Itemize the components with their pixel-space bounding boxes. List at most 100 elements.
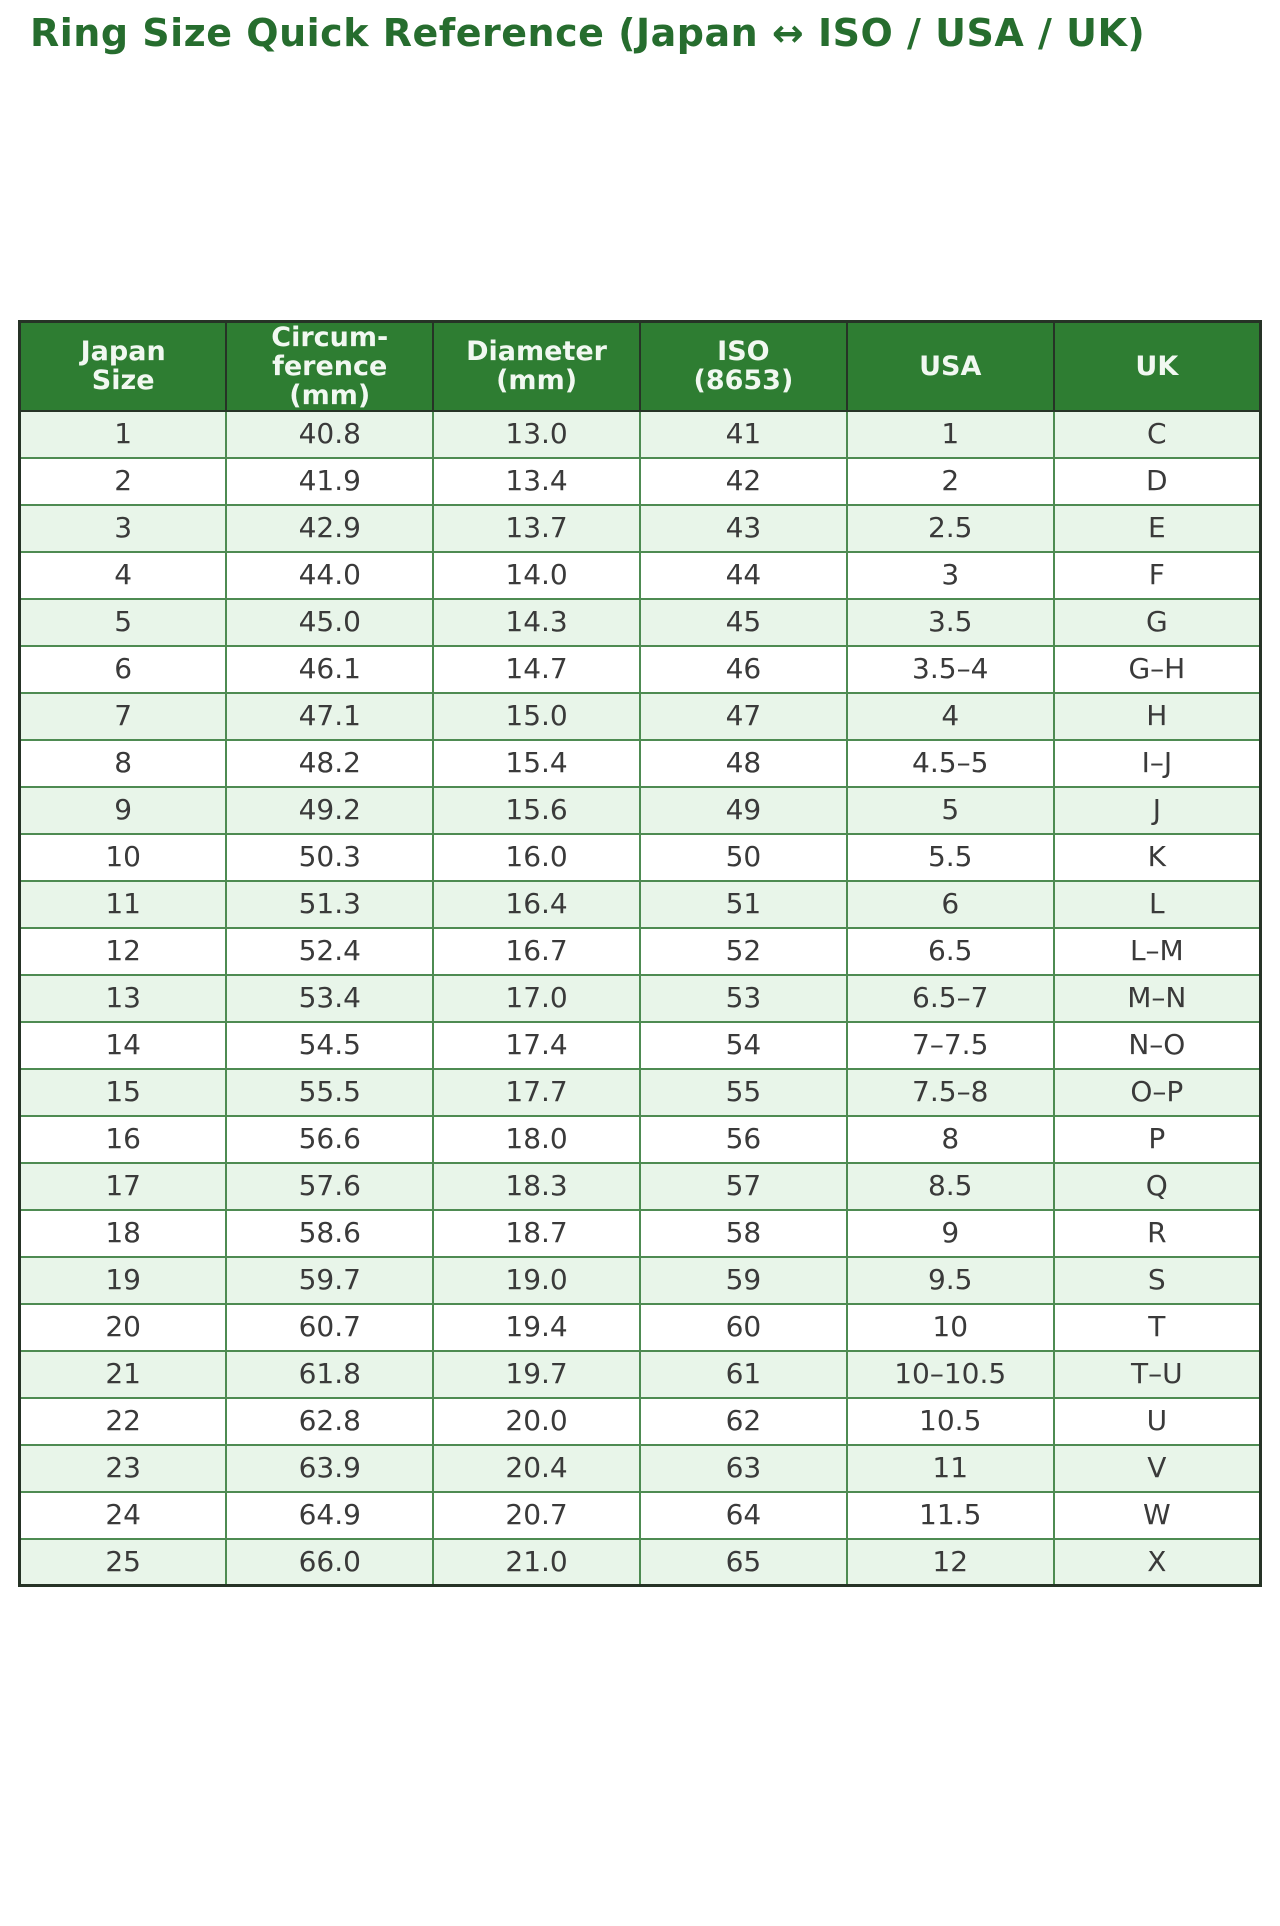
table-row: 24 64.9 20.7 64 11.5 W: [18, 1490, 1262, 1540]
table-header-row: Japan Size Circum- ference (mm) Diameter (…: [18, 320, 1262, 412]
table-row: 13 53.4 17.0 53 6.5–7 M–N: [18, 973, 1262, 1023]
table-cell: 15.4: [432, 738, 641, 788]
table-cell: 50: [638, 832, 848, 882]
table-cell: W: [1052, 1490, 1262, 1540]
table-cell: 65: [638, 1537, 848, 1587]
table-cell: 13.7: [432, 503, 641, 553]
table-cell: 55.5: [225, 1067, 435, 1117]
table-cell: 12: [845, 1537, 1055, 1587]
table-cell: 4: [18, 550, 228, 600]
table-cell: T: [1052, 1302, 1262, 1352]
table-cell: 13.4: [432, 456, 641, 506]
table-cell: 16: [18, 1114, 228, 1164]
table-cell: 49: [638, 785, 848, 835]
table-cell: 22: [18, 1396, 228, 1446]
table-cell: 2: [845, 456, 1055, 506]
table-cell: 5.5: [845, 832, 1055, 882]
table-cell: 3.5–4: [845, 644, 1055, 694]
table-cell: 44: [638, 550, 848, 600]
table-row: 4 44.0 14.0 44 3 F: [18, 550, 1262, 600]
table-cell: 21: [18, 1349, 228, 1399]
table-row: 21 61.8 19.7 61 10–10.5 T–U: [18, 1349, 1262, 1399]
table-cell: 18.3: [432, 1161, 641, 1211]
table-cell: 56.6: [225, 1114, 435, 1164]
table-cell: 6.5–7: [845, 973, 1055, 1023]
table-cell: X: [1052, 1537, 1262, 1587]
table-cell: 52.4: [225, 926, 435, 976]
table-cell: 5: [845, 785, 1055, 835]
column-header: UK: [1052, 320, 1262, 412]
table-cell: P: [1052, 1114, 1262, 1164]
table-cell: 49.2: [225, 785, 435, 835]
table-cell: S: [1052, 1255, 1262, 1305]
table-cell: 64: [638, 1490, 848, 1540]
table-cell: 2.5: [845, 503, 1055, 553]
table-cell: 10.5: [845, 1396, 1055, 1446]
table-cell: 53.4: [225, 973, 435, 1023]
table-cell: 11: [18, 879, 228, 929]
table-cell: 41.9: [225, 456, 435, 506]
table-cell: V: [1052, 1443, 1262, 1493]
table-cell: 54.5: [225, 1020, 435, 1070]
table-cell: 43: [638, 503, 848, 553]
table-cell: 17.7: [432, 1067, 641, 1117]
table-cell: 42: [638, 456, 848, 506]
table-cell: 20: [18, 1302, 228, 1352]
column-header: Circum- ference (mm): [225, 320, 435, 412]
table-row: 19 59.7 19.0 59 9.5 S: [18, 1255, 1262, 1305]
table-body: 1 40.8 13.0 41 1 C 2 41.9 13.4 42 2 D 3 42.9 13.7 43 2.5…: [18, 409, 1262, 1587]
table-cell: 10–10.5: [845, 1349, 1055, 1399]
table-cell: 13.0: [432, 409, 641, 459]
table-cell: 57.6: [225, 1161, 435, 1211]
table-cell: 4.5–5: [845, 738, 1055, 788]
table-cell: 50.3: [225, 832, 435, 882]
table-cell: 5: [18, 597, 228, 647]
table-cell: 63.9: [225, 1443, 435, 1493]
table-cell: 9: [845, 1208, 1055, 1258]
table-cell: U: [1052, 1396, 1262, 1446]
table-cell: 23: [18, 1443, 228, 1493]
table-cell: 55: [638, 1067, 848, 1117]
table-cell: 44.0: [225, 550, 435, 600]
table-row: 23 63.9 20.4 63 11 V: [18, 1443, 1262, 1493]
table-cell: 46: [638, 644, 848, 694]
table-cell: 9.5: [845, 1255, 1055, 1305]
table-cell: 1: [845, 409, 1055, 459]
table-cell: 51.3: [225, 879, 435, 929]
table-row: 10 50.3 16.0 50 5.5 K: [18, 832, 1262, 882]
table-cell: J: [1052, 785, 1262, 835]
table-cell: T–U: [1052, 1349, 1262, 1399]
table-cell: 64.9: [225, 1490, 435, 1540]
table-cell: 48: [638, 738, 848, 788]
page-title: Ring Size Quick Reference (Japan ↔ ISO /…: [30, 11, 1146, 55]
table-cell: G–H: [1052, 644, 1262, 694]
table-cell: 4: [845, 691, 1055, 741]
table-cell: L: [1052, 879, 1262, 929]
table-cell: 21.0: [432, 1537, 641, 1587]
table-row: 5 45.0 14.3 45 3.5 G: [18, 597, 1262, 647]
column-header: Japan Size: [18, 320, 228, 412]
table-cell: 45: [638, 597, 848, 647]
table-row: 14 54.5 17.4 54 7–7.5 N–O: [18, 1020, 1262, 1070]
table-cell: I–J: [1052, 738, 1262, 788]
table-cell: 58.6: [225, 1208, 435, 1258]
table-cell: 51: [638, 879, 848, 929]
table-row: 20 60.7 19.4 60 10 T: [18, 1302, 1262, 1352]
table-row: 8 48.2 15.4 48 4.5–5 I–J: [18, 738, 1262, 788]
table-cell: Q: [1052, 1161, 1262, 1211]
table-cell: 47.1: [225, 691, 435, 741]
table-cell: 48.2: [225, 738, 435, 788]
table-cell: 3.5: [845, 597, 1055, 647]
table-row: 25 66.0 21.0 65 12 X: [18, 1537, 1262, 1587]
table-row: 12 52.4 16.7 52 6.5 L–M: [18, 926, 1262, 976]
ring-size-table: Japan Size Circum- ference (mm) Diameter (…: [18, 319, 1262, 1588]
table-cell: 16.4: [432, 879, 641, 929]
table-cell: 14.0: [432, 550, 641, 600]
table-cell: 60.7: [225, 1302, 435, 1352]
table-cell: 6: [845, 879, 1055, 929]
table-cell: 24: [18, 1490, 228, 1540]
table-cell: 45.0: [225, 597, 435, 647]
table-row: 9 49.2 15.6 49 5 J: [18, 785, 1262, 835]
table-cell: 11: [845, 1443, 1055, 1493]
table-cell: 52: [638, 926, 848, 976]
